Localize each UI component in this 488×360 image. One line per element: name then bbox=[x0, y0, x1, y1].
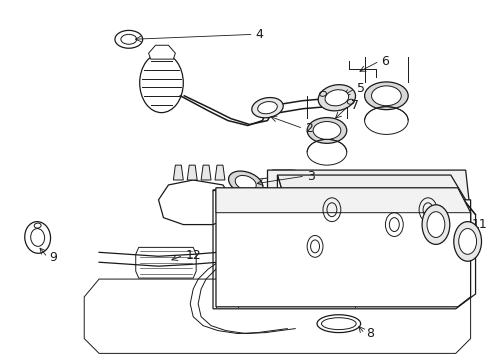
Text: 13: 13 bbox=[326, 238, 342, 251]
Polygon shape bbox=[215, 165, 224, 180]
Polygon shape bbox=[187, 165, 197, 180]
Text: 8: 8 bbox=[366, 327, 374, 340]
Ellipse shape bbox=[312, 122, 340, 139]
Ellipse shape bbox=[421, 205, 449, 244]
Ellipse shape bbox=[318, 85, 355, 111]
Polygon shape bbox=[272, 170, 465, 244]
Text: 1: 1 bbox=[316, 203, 324, 216]
Ellipse shape bbox=[140, 53, 183, 113]
Text: 5: 5 bbox=[356, 82, 364, 95]
Polygon shape bbox=[173, 165, 183, 180]
Ellipse shape bbox=[306, 118, 346, 143]
Polygon shape bbox=[136, 247, 196, 278]
Ellipse shape bbox=[325, 90, 348, 106]
Text: 7: 7 bbox=[350, 99, 358, 112]
Ellipse shape bbox=[226, 206, 243, 217]
Polygon shape bbox=[216, 188, 469, 213]
Text: 10: 10 bbox=[413, 191, 429, 204]
Text: 4: 4 bbox=[255, 28, 263, 41]
Text: 11: 11 bbox=[470, 218, 487, 231]
Polygon shape bbox=[216, 188, 469, 307]
Polygon shape bbox=[277, 175, 292, 299]
Polygon shape bbox=[201, 165, 211, 180]
Polygon shape bbox=[277, 175, 465, 279]
Ellipse shape bbox=[371, 86, 401, 106]
Ellipse shape bbox=[235, 175, 256, 190]
Text: 11: 11 bbox=[445, 203, 461, 216]
Polygon shape bbox=[148, 45, 175, 59]
Ellipse shape bbox=[257, 102, 277, 114]
Text: 3: 3 bbox=[306, 170, 314, 183]
Text: 6: 6 bbox=[381, 55, 388, 68]
Text: 9: 9 bbox=[49, 251, 57, 264]
Polygon shape bbox=[267, 200, 469, 244]
Ellipse shape bbox=[426, 212, 444, 238]
Text: 2: 2 bbox=[305, 122, 312, 135]
Ellipse shape bbox=[364, 82, 407, 110]
Ellipse shape bbox=[458, 229, 476, 254]
Ellipse shape bbox=[251, 98, 283, 118]
Polygon shape bbox=[277, 175, 465, 225]
Ellipse shape bbox=[453, 222, 481, 261]
Polygon shape bbox=[267, 170, 469, 244]
Polygon shape bbox=[158, 180, 232, 225]
Ellipse shape bbox=[228, 171, 263, 195]
Ellipse shape bbox=[221, 203, 248, 221]
Text: 12: 12 bbox=[185, 249, 201, 262]
Text: 10: 10 bbox=[382, 198, 398, 211]
Text: 10: 10 bbox=[323, 191, 338, 204]
Polygon shape bbox=[455, 190, 465, 294]
